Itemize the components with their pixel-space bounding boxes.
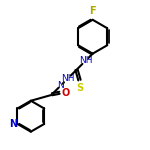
Text: F: F (89, 6, 96, 16)
Text: O: O (62, 88, 70, 98)
Text: NH: NH (79, 56, 92, 65)
Text: N: N (57, 81, 64, 90)
Text: NH: NH (61, 74, 74, 83)
Text: N: N (9, 119, 17, 129)
Text: S: S (77, 83, 84, 93)
